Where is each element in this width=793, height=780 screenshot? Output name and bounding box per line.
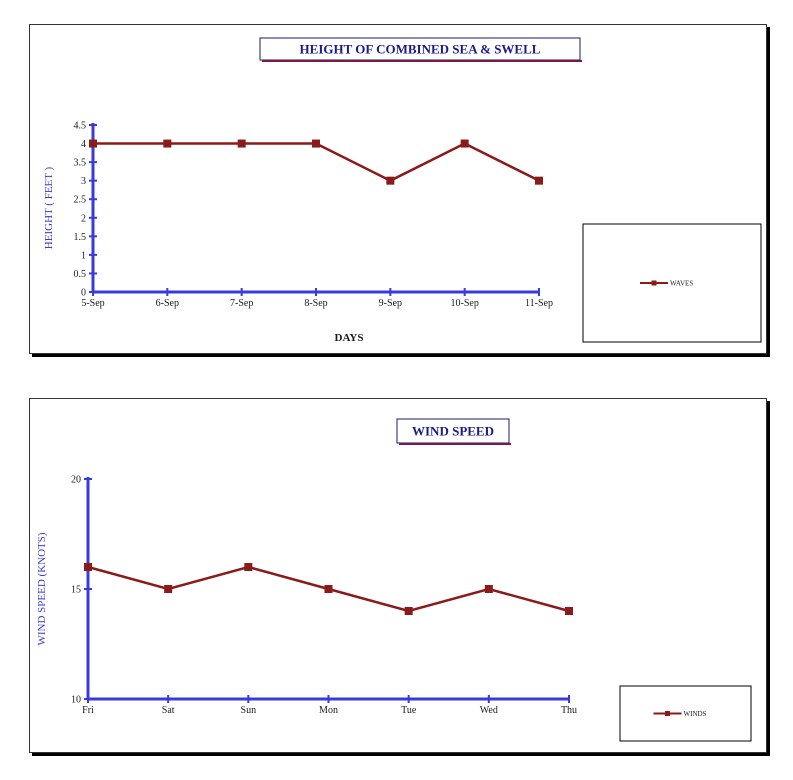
wind-legend-box [619, 685, 752, 742]
wave-y-tick-label: 4 [81, 139, 86, 150]
wave-y-tick-label: 3.5 [74, 158, 87, 169]
wind-data-point [84, 563, 92, 571]
wave-x-tick-label: 10-Sep [450, 298, 478, 309]
wave-data-point [386, 176, 395, 185]
wind-chart-title: WIND SPEED [412, 424, 494, 439]
wind-data-point [164, 585, 173, 593]
wave-x-tick-label: 7-Sep [230, 298, 253, 309]
wave-data-point [89, 139, 97, 148]
wind-data-point [244, 563, 253, 571]
wave-y-axis-title: HEIGHT ( FEET ) [43, 166, 55, 249]
wind-x-tick-label: Mon [319, 705, 338, 716]
wind-data-point [565, 607, 573, 615]
wave-y-tick-label: 2.5 [74, 195, 87, 206]
wind-legend-label: WINDS [684, 710, 707, 718]
wind-x-tick-label: Thu [561, 705, 577, 716]
wave-y-tick-label: 0.5 [74, 269, 87, 280]
wave-legend-label: WAVES [670, 280, 693, 288]
wave-x-tick-label: 5-Sep [81, 298, 104, 309]
wind-x-tick-label: Sat [162, 705, 175, 716]
wave-data-point [163, 139, 172, 148]
wind-title-group: WIND SPEED [396, 418, 511, 445]
wave-data-point [535, 176, 543, 185]
wind-speed-chart: WIND SPEED 10 15 20 Fri Sat Sun Mon Tue Wed Thu WIN… [36, 418, 752, 742]
wave-x-tick-label: 6-Sep [156, 298, 179, 309]
wind-title-shadow [399, 443, 511, 445]
wave-y-tick-label: 0 [81, 288, 86, 299]
wave-legend-box [582, 223, 762, 343]
wind-x-tick-label: Sun [241, 705, 257, 716]
wave-data-point [460, 139, 469, 148]
wave-legend-swatch-marker [651, 280, 657, 286]
wind-y-tick-label: 10 [71, 695, 81, 706]
wind-y-axis-title: WIND SPEED (KNOTS) [36, 532, 48, 645]
wind-legend-swatch-marker [665, 711, 670, 716]
wave-series-line [93, 142, 540, 183]
wind-title-box [396, 418, 510, 444]
wind-data-point [324, 585, 333, 593]
wave-y-tick-label: 2 [81, 213, 86, 224]
wave-legend: WAVES [582, 223, 762, 343]
wind-x-tick-label: Tue [401, 705, 417, 716]
wave-title-shadow [262, 60, 582, 62]
wind-y-tick-label: 15 [71, 585, 81, 596]
wind-x-tick-label: Fri [82, 705, 94, 716]
wave-x-tick-label: 9-Sep [379, 298, 402, 309]
wave-x-tick-label: 8-Sep [304, 298, 327, 309]
wind-speed-chart-frame: WIND SPEED 10 15 20 Fri Sat Sun Mon Tue Wed Thu WIN… [29, 398, 767, 753]
wind-data-point [484, 585, 493, 593]
wind-y-tick-label: 20 [71, 475, 81, 486]
wave-height-chart-frame: HEIGHT OF COMBINED SEA & SWELL 0 0.5 1 1.5 2 2… [29, 24, 767, 354]
wind-legend: WINDS [619, 685, 752, 742]
wave-y-tick-label: 4.5 [74, 121, 87, 132]
wave-x-tick-label: 11-Sep [525, 298, 553, 309]
wave-x-axis-title: DAYS [335, 332, 364, 344]
wave-y-tick-label: 1 [81, 250, 86, 261]
wave-height-chart: HEIGHT OF COMBINED SEA & SWELL 0 0.5 1 1.5 2 2… [43, 37, 762, 344]
wave-title-group: HEIGHT OF COMBINED SEA & SWELL [259, 37, 582, 62]
wave-data-point [312, 139, 320, 148]
wave-y-tick-label: 3 [81, 176, 86, 187]
wave-y-tick-label: 1.5 [74, 232, 87, 243]
wind-x-tick-label: Wed [480, 705, 498, 716]
wave-chart-title: HEIGHT OF COMBINED SEA & SWELL [300, 42, 541, 57]
wind-data-point [404, 607, 413, 615]
wave-data-point [237, 139, 246, 148]
